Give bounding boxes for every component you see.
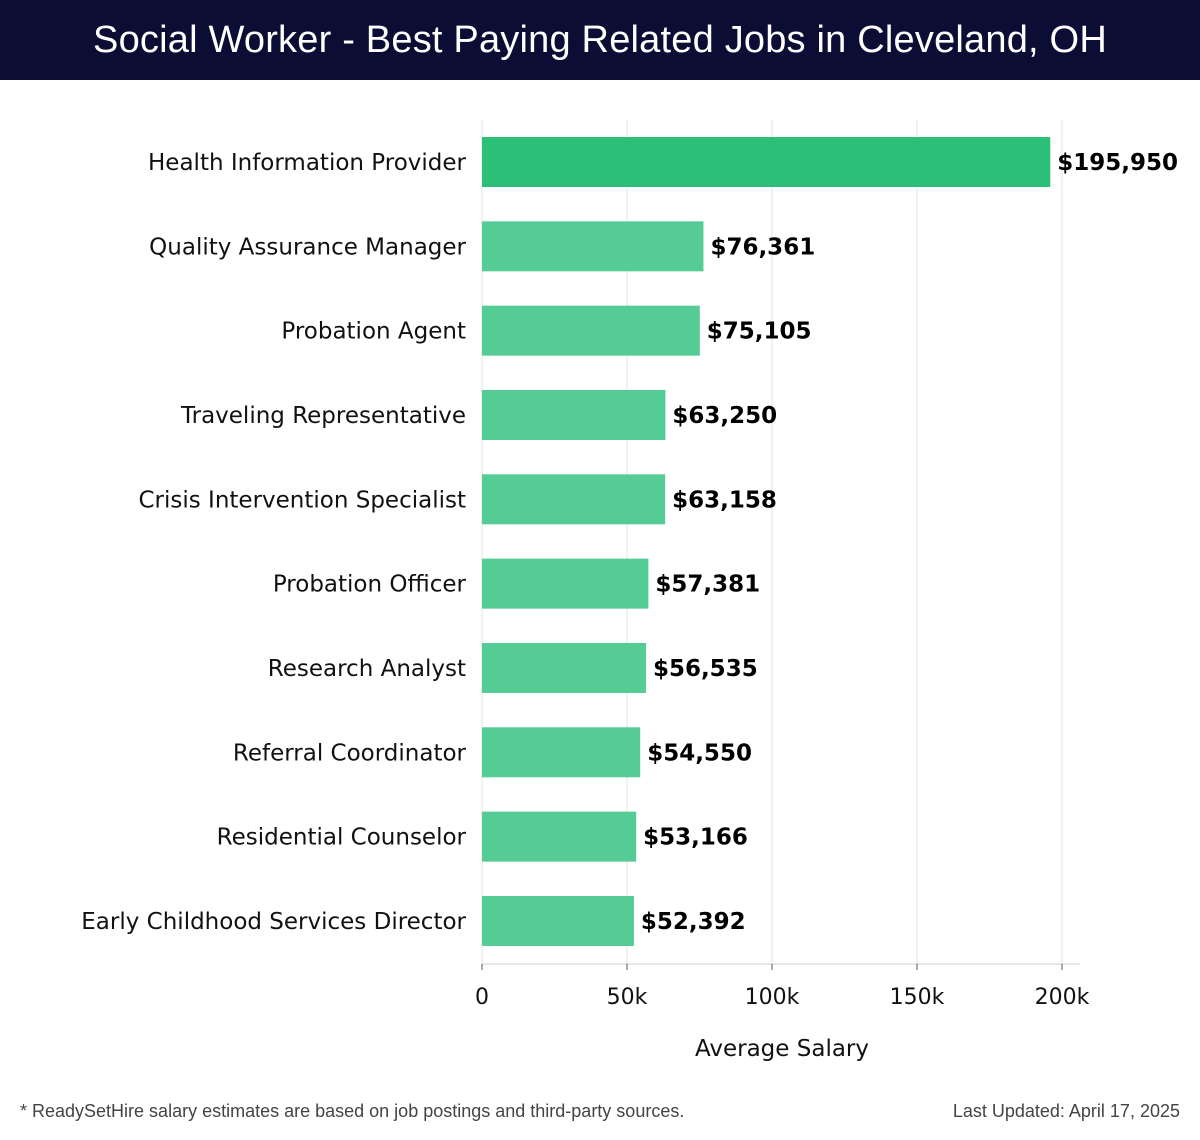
value-label: $57,381	[655, 572, 760, 598]
category-label: Health Information Provider	[148, 150, 467, 176]
category-label: Probation Agent	[281, 319, 466, 345]
category-label: Traveling Representative	[180, 403, 466, 429]
value-label: $195,950	[1057, 150, 1178, 176]
value-label: $63,158	[672, 487, 777, 513]
bar	[482, 389, 666, 440]
category-label: Quality Assurance Manager	[149, 234, 466, 260]
chart-header: Social Worker - Best Paying Related Jobs…	[0, 0, 1200, 80]
category-label: Research Analyst	[268, 656, 466, 682]
category-label: Probation Officer	[273, 572, 467, 598]
x-tick-label: 100k	[745, 985, 800, 1010]
value-label: $56,535	[653, 656, 758, 682]
value-label: $52,392	[641, 909, 746, 935]
bar	[482, 642, 646, 693]
bar	[482, 727, 641, 778]
bar	[482, 811, 637, 862]
bar	[482, 305, 700, 356]
source-footnote: * ReadySetHire salary estimates are base…	[20, 1101, 685, 1121]
category-label: Residential Counselor	[217, 825, 467, 851]
value-label: $54,550	[647, 740, 752, 766]
x-tick-label: 150k	[890, 985, 945, 1010]
x-tick-label: 0	[475, 985, 489, 1010]
value-label: $63,250	[672, 403, 777, 429]
x-tick-label: 50k	[607, 985, 648, 1010]
x-axis-title: Average Salary	[695, 1036, 869, 1062]
value-label: $75,105	[707, 319, 812, 345]
chart-title: Social Worker - Best Paying Related Jobs…	[93, 18, 1107, 61]
category-label: Crisis Intervention Specialist	[138, 487, 466, 513]
x-tick-label: 200k	[1035, 985, 1090, 1010]
category-label: Referral Coordinator	[233, 740, 467, 766]
bar	[482, 137, 1051, 187]
value-label: $53,166	[643, 825, 748, 851]
bar-chart: 0 50k 100k 150k 200k Average Salary Health Inf…	[81, 120, 1178, 1062]
bar	[482, 221, 704, 272]
bar	[482, 895, 634, 946]
value-label: $76,361	[710, 234, 815, 260]
bar	[482, 558, 649, 609]
bar	[482, 474, 666, 525]
category-label: Early Childhood Services Director	[81, 909, 466, 935]
last-updated: Last Updated: April 17, 2025	[952, 1101, 1180, 1121]
